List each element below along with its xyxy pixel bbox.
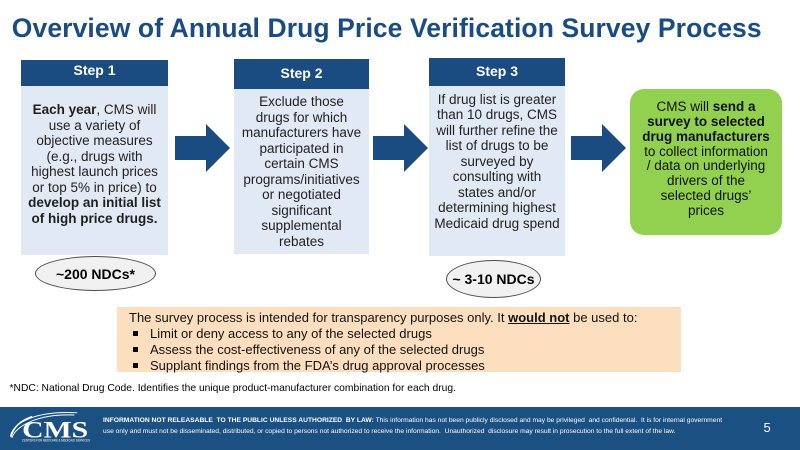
svg-text:CMS: CMS <box>22 418 88 443</box>
svg-text:CENTERS FOR MEDICARE & MEDICAI: CENTERS FOR MEDICARE & MEDICAID SERVICES <box>22 439 90 443</box>
